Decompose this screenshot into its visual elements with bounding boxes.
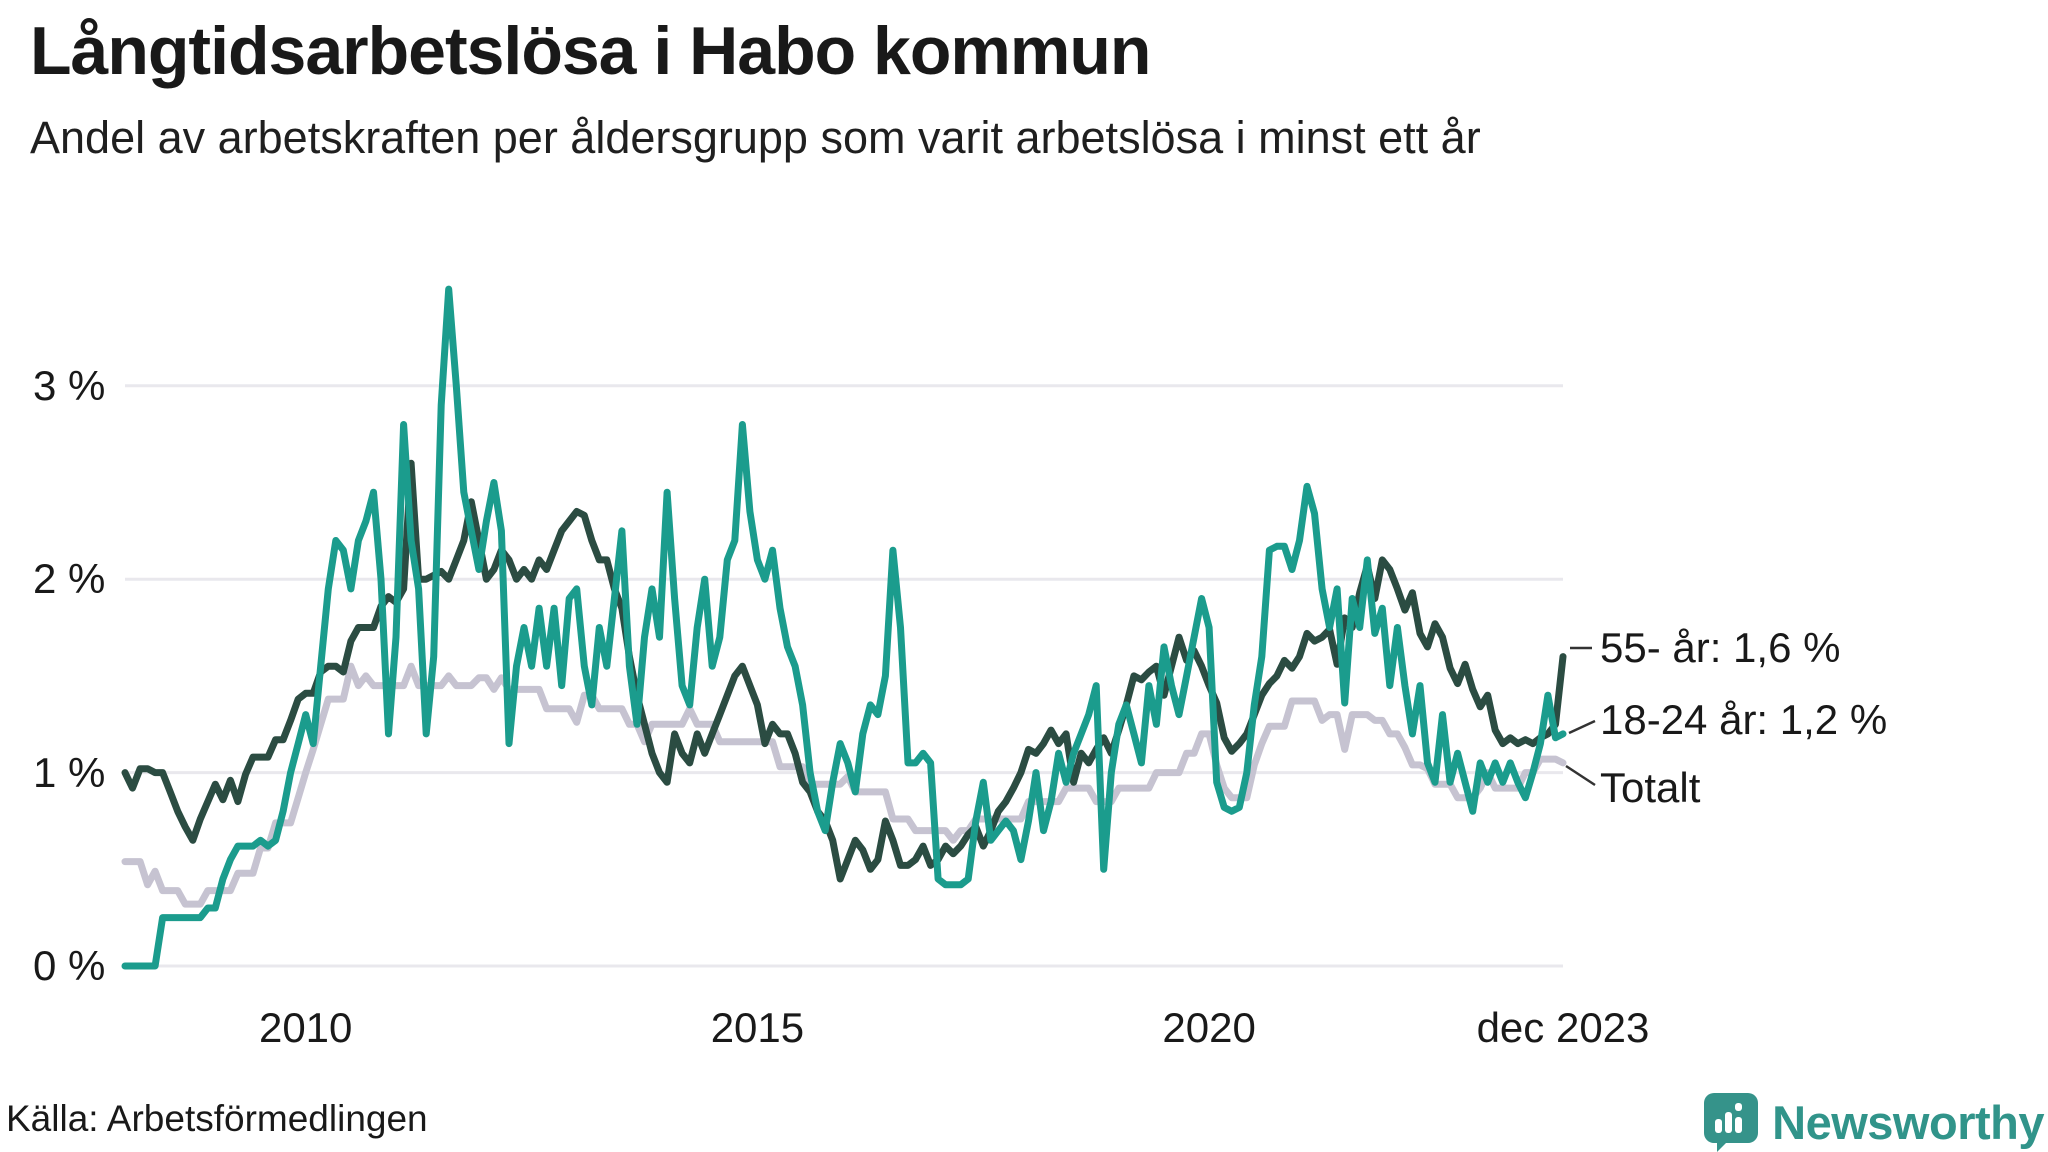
series-end-label-55: 55- år: 1,6 % <box>1600 624 1841 671</box>
end-label-leader-line <box>1568 719 1596 735</box>
x-tick-label: dec 2023 <box>1476 1004 1650 1051</box>
x-tick-label: 2015 <box>710 1004 805 1051</box>
end-label-leader-line <box>1565 764 1596 787</box>
newsworthy-wordmark: Newsworthy <box>1772 1095 2044 1149</box>
series-end-label-totalt: Totalt <box>1600 764 1701 811</box>
series-line-totalt <box>121 662 1567 908</box>
series-end-label-18-24: 18-24 år: 1,2 % <box>1600 696 1888 743</box>
y-tick-label: 0 % <box>33 942 106 989</box>
x-tick-label: 2020 <box>1162 1004 1256 1051</box>
page-subtitle: Andel av arbetskraften per åldersgrupp s… <box>30 112 1481 163</box>
page-title: Långtidsarbetslösa i Habo kommun <box>30 13 1151 89</box>
source-note: Källa: Arbetsförmedlingen <box>6 1098 428 1139</box>
y-tick-label: 3 % <box>33 361 106 409</box>
y-tick-label: 2 % <box>33 555 106 603</box>
series-line-55-r <box>121 459 1567 883</box>
newsworthy-bubble-chart-icon <box>1704 1093 1759 1152</box>
series-line-18-24-r <box>121 285 1567 970</box>
x-tick-label: 2010 <box>258 1004 353 1051</box>
y-tick-label: 1 % <box>33 748 106 796</box>
newsworthy-logo: Newsworthy <box>1703 1092 2044 1152</box>
